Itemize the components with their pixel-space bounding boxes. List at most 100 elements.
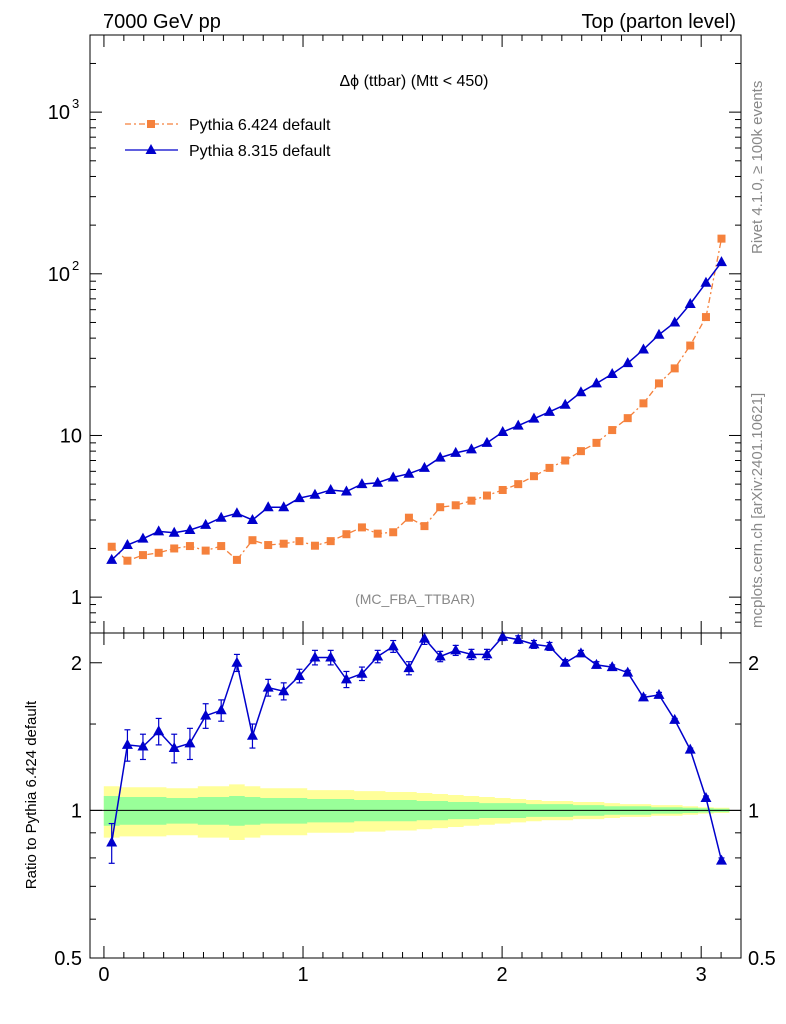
pythia8-point <box>356 478 368 489</box>
analysis-watermark: (MC_FBA_TTBAR) <box>355 591 475 607</box>
pythia6-point <box>201 546 210 555</box>
pythia8-point <box>121 539 133 550</box>
pythia6-point <box>107 542 116 551</box>
pythia8-point <box>137 532 149 543</box>
ratio-point <box>200 709 212 720</box>
main-y-tick-exponent: 3 <box>72 96 79 111</box>
main-y-tick-label: 10 <box>60 425 82 447</box>
ratio-point <box>465 648 477 659</box>
pythia8-point <box>434 451 446 462</box>
pythia6-point <box>123 556 132 565</box>
pythia6-point <box>373 529 382 538</box>
ratio-y-tick-label: 0.5 <box>54 948 82 970</box>
ratio-point <box>168 742 180 753</box>
pythia8-point <box>418 461 430 472</box>
pythia8-point <box>340 485 352 496</box>
ratio-point <box>387 640 399 651</box>
pythia6-point <box>138 551 147 560</box>
ratio-point <box>356 667 368 678</box>
pythia8-point <box>246 513 258 524</box>
ratio-point <box>653 688 665 699</box>
pythia8-point <box>215 511 227 522</box>
x-tick-label: 3 <box>696 964 707 986</box>
ratio-plot: 0.5 0.5 1 1 2 2 0 1 2 3 Ratio to Pythia 6.424 def… <box>23 630 776 986</box>
pythia6-point <box>217 542 226 551</box>
ratio-point <box>715 854 727 865</box>
pythia6-point <box>404 513 413 522</box>
x-tick-label: 1 <box>297 964 308 986</box>
ratio-point <box>575 647 587 658</box>
ratio-point <box>669 713 681 724</box>
pythia6-point <box>608 426 617 435</box>
pythia6-point <box>451 501 460 510</box>
pythia6-point <box>420 522 429 531</box>
pythia8-point <box>637 343 649 354</box>
ratio-point <box>246 729 258 740</box>
ratio-point <box>450 644 462 655</box>
ratio-point <box>606 661 618 672</box>
pythia8-point <box>606 368 618 379</box>
plot-title: Δϕ (ttbar) (Mtt < 450) <box>339 73 488 90</box>
main-y-tick-exponent: 2 <box>72 258 79 273</box>
pythia6-point <box>545 463 554 472</box>
pythia6-point <box>686 341 695 350</box>
x-tick-label: 2 <box>497 964 508 986</box>
main-y-tick-label: 10 <box>48 264 70 286</box>
ratio-point <box>684 743 696 754</box>
pythia8-point <box>153 525 165 536</box>
ratio-point <box>106 836 118 847</box>
ratio-y-tick-label-right: 0.5 <box>748 948 776 970</box>
ratio-point <box>293 669 305 680</box>
pythia6-point <box>264 541 273 550</box>
ratio-point <box>309 651 321 662</box>
mcplots-label: mcplots.cern.ch [arXiv:2401.10621] <box>749 393 766 628</box>
ratio-point <box>700 791 712 802</box>
pythia8-point <box>684 298 696 309</box>
pythia6-point <box>389 528 398 537</box>
pythia6-point <box>342 530 351 539</box>
ratio-point <box>231 656 243 667</box>
ratio-point <box>215 704 227 715</box>
ratio-point <box>262 681 274 692</box>
pythia8-point <box>450 446 462 457</box>
pythia6-point <box>357 523 366 532</box>
pythia6-point <box>576 447 585 456</box>
pythia8-point <box>387 471 399 482</box>
pythia8-point <box>575 386 587 397</box>
ratio-point <box>590 658 602 669</box>
pythia6-point <box>623 414 632 423</box>
ratio-point <box>481 648 493 659</box>
pythia8-point <box>653 328 665 339</box>
pythia8-point <box>481 436 493 447</box>
legend-pythia6-marker <box>147 120 155 128</box>
header-left: 7000 GeV pp <box>103 11 221 33</box>
header-right: Top (parton level) <box>581 11 736 33</box>
pythia6-point <box>310 541 319 550</box>
pythia8-point <box>715 256 727 267</box>
pythia6-point <box>170 544 179 553</box>
main-y-tick-label: 10 <box>48 102 70 124</box>
ratio-y-tick-label: 1 <box>71 800 82 822</box>
pythia8-point <box>200 518 212 529</box>
ratio-point <box>434 650 446 661</box>
pythia8-point <box>106 553 118 564</box>
pythia8-point <box>231 507 243 518</box>
ratio-uncertainty-band <box>103 784 730 840</box>
ratio-plot-frame <box>89 632 742 959</box>
pythia8-point <box>465 443 477 454</box>
pythia8-point <box>669 316 681 327</box>
pythia6-point <box>498 485 507 494</box>
ratio-point <box>512 633 524 644</box>
pythia6-point <box>482 491 491 500</box>
pythia8-point <box>497 426 509 437</box>
ratio-y-axis-label: Ratio to Pythia 6.424 default <box>23 700 40 889</box>
pythia6-point <box>185 542 194 551</box>
ratio-point <box>622 666 634 677</box>
ratio-point <box>340 673 352 684</box>
ratio-point <box>153 725 165 736</box>
pythia8-point <box>512 419 524 430</box>
pythia6-point <box>529 472 538 481</box>
pythia8-point <box>278 501 290 512</box>
